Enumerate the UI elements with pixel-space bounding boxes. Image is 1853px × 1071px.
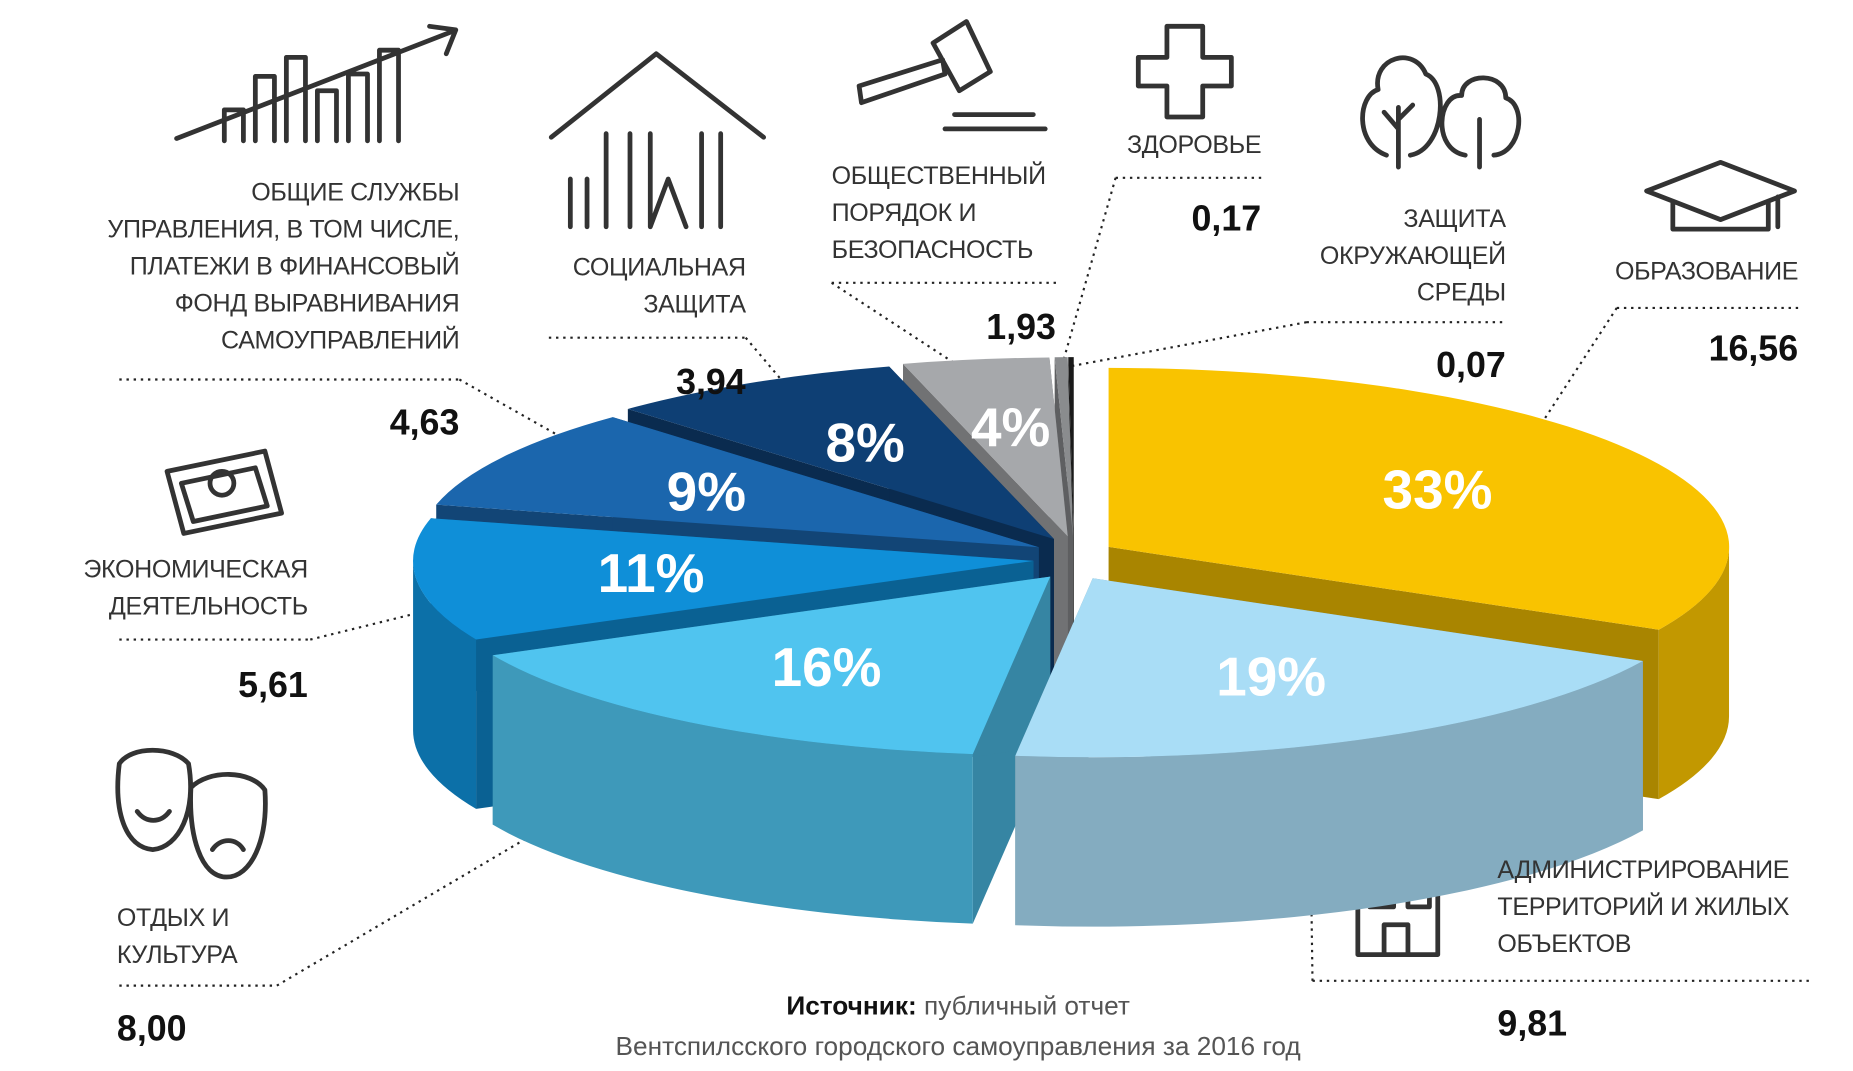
slice-wall [1658, 546, 1730, 800]
category-label: ЗАЩИТА ОКРУЖАЮЩЕЙ СРЕДЫ [1320, 205, 1507, 307]
category-label: ОБЩИЕ СЛУЖБЫ УПРАВЛЕНИЯ, В ТОМ ЧИСЛЕ, ПЛАТ… [107, 179, 459, 355]
share-label: 8% [826, 411, 905, 473]
share-label: 19% [1216, 646, 1326, 708]
value-label: 4,63 [390, 402, 460, 442]
leader-line [831, 281, 1056, 387]
gavel-icon [856, 19, 1048, 132]
category-line: КУЛЬТУРА [117, 941, 238, 969]
slice-wall [1015, 660, 1643, 927]
leader-line [1505, 306, 1799, 478]
value-label: 9,81 [1497, 1004, 1567, 1044]
slice-wall [413, 560, 477, 809]
slice [1054, 357, 1074, 537]
value-label: 3,94 [676, 362, 746, 402]
category-line: ОТДЫХ И [117, 904, 229, 932]
category-line: ДЕЯТЕЛЬНОСТЬ [109, 593, 308, 621]
slice [1015, 578, 1643, 758]
category-line: ОБЩИЕ СЛУЖБЫ [251, 179, 459, 207]
category-line: ОБРАЗОВАНИЕ [1615, 257, 1798, 285]
category-line: ПОРЯДОК И [832, 199, 977, 227]
leader-line [119, 378, 638, 481]
trees-icon [1360, 55, 1522, 170]
slice [436, 417, 1039, 548]
slice [413, 518, 1034, 640]
family-icon [548, 51, 767, 230]
value-label: 1,93 [986, 307, 1056, 347]
category-label: ОБРАЗОВАНИЕ [1615, 257, 1798, 285]
category-line: ЗДОРОВЬЕ [1127, 131, 1261, 159]
share-label: 9% [667, 461, 746, 523]
category-line: СОЦИАЛЬНАЯ [573, 254, 746, 282]
money-icon [164, 448, 284, 536]
cap-icon [1644, 159, 1797, 232]
share-label: 33% [1383, 458, 1493, 520]
value-label: 8,00 [117, 1009, 187, 1049]
slice [627, 366, 1054, 540]
category-line: ЗАЩИТА [643, 291, 746, 319]
leader-line [1070, 321, 1506, 368]
category-line: АДМИНИСТРИРОВАНИЕ [1497, 856, 1789, 884]
category-label: СОЦИАЛЬНАЯ ЗАЩИТА [573, 254, 747, 319]
category-line: ОБЩЕСТВЕННЫЙ [832, 160, 1046, 190]
masks-icon [115, 747, 268, 880]
category-line: ОБЪЕКТОВ [1497, 930, 1631, 958]
slice-wall [492, 655, 973, 924]
value-label: 5,61 [238, 665, 308, 705]
share-label: 16% [772, 636, 882, 698]
category-line: ФОНД ВЫРАВНИВАНИЯ [175, 289, 460, 317]
labels: 33% 19% 16% 11% 9% 8% 4% ОБРАЗОВАНИЕ 16,56 АДМИНИ… [83, 131, 1798, 1049]
leader-line [1060, 176, 1262, 367]
category-line: САМОУПРАВЛЕНИЙ [221, 324, 459, 354]
source-label: Источник: [786, 990, 916, 1020]
category-line: ЗАЩИТА [1403, 205, 1506, 233]
category-label: ЭКОНОМИЧЕСКАЯ ДЕЯТЕЛЬНОСТЬ [83, 556, 307, 621]
chart-icon [174, 23, 459, 144]
source: Источник: публичный отчет Вентспилсского … [616, 990, 1301, 1061]
category-label: ОТДЫХ И КУЛЬТУРА [117, 904, 238, 969]
value-label: 16,56 [1709, 328, 1799, 368]
category-line: ПЛАТЕЖИ В ФИНАНСОВЫЙ [130, 250, 460, 280]
slice [902, 357, 1068, 537]
slice-tops [413, 357, 1730, 758]
slice [1108, 367, 1730, 630]
coin-icon [207, 468, 237, 498]
leader-line [548, 336, 812, 415]
category-label: ЗДОРОВЬЕ [1127, 131, 1261, 159]
category-label: АДМИНИСТРИРОВАНИЕ ТЕРРИТОРИЙ И ЖИЛЫХ ОБЪЕК… [1497, 856, 1789, 958]
category-line: БЕЗОПАСНОСТЬ [832, 236, 1033, 264]
category-line: ЭКОНОМИЧЕСКАЯ [83, 556, 307, 584]
category-line: УПРАВЛЕНИЯ, В ТОМ ЧИСЛЕ, [107, 216, 459, 244]
category-label: ОБЩЕСТВЕННЫЙ ПОРЯДОК И БЕЗОПАСНОСТЬ [832, 160, 1046, 264]
category-line: ТЕРРИТОРИЙ И ЖИЛЫХ [1497, 891, 1789, 921]
category-line: СРЕДЫ [1417, 279, 1506, 307]
value-label: 0,17 [1192, 198, 1262, 238]
source-text: Вентспилсского городского самоуправления… [616, 1031, 1301, 1061]
share-label: 11% [598, 542, 705, 604]
source-text: публичный отчет [917, 990, 1130, 1020]
cross-icon [1135, 23, 1234, 120]
slice [492, 576, 1051, 755]
category-line: ОКРУЖАЮЩЕЙ [1320, 240, 1506, 270]
share-label: 4% [971, 396, 1050, 458]
value-label: 0,07 [1436, 345, 1506, 385]
